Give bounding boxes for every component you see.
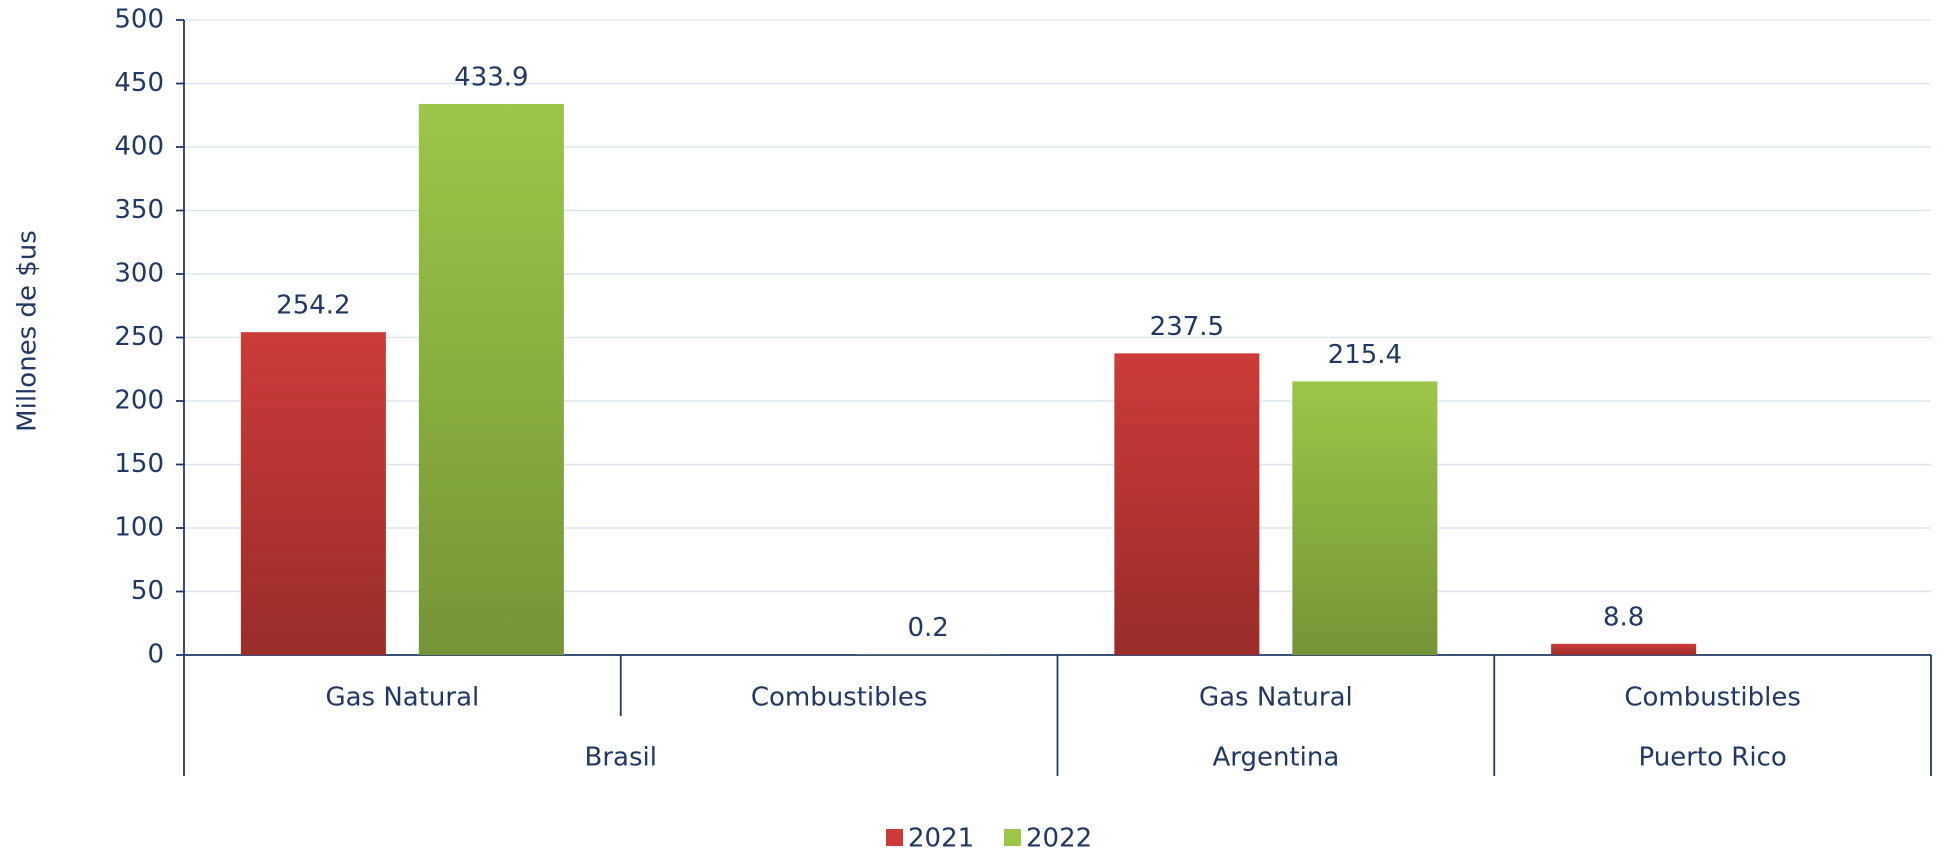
y-tick-label: 450 [114,68,164,98]
data-label: 8.8 [1603,602,1644,632]
legend-label: 2022 [1026,824,1092,854]
data-label: 215.4 [1328,340,1402,370]
legend-swatch [1004,829,1021,846]
x-tick-label: Combustibles [1624,683,1801,713]
x-tick-label: Gas Natural [325,683,479,713]
legend: 2021 2022 [886,824,1092,854]
y-tick-label: 350 [114,195,164,225]
bar-shade [1292,381,1438,655]
data-label: 237.5 [1150,312,1224,342]
y-tick-label: 200 [114,386,164,416]
group-label: Brasil [585,743,657,773]
x-tick-label: Gas Natural [1199,683,1353,713]
y-tick-label: 150 [114,449,164,479]
bar-shade [240,332,386,655]
bar-shade [1551,643,1697,655]
data-label: 0.2 [907,613,948,643]
x-tick-label: Combustibles [751,683,928,713]
bar-shade [1114,353,1260,655]
y-tick-label: 100 [114,513,164,543]
y-tick-label: 400 [114,132,164,162]
y-tick-label: 0 [147,640,164,670]
y-tick-label: 500 [114,5,164,35]
y-tick-label: 300 [114,259,164,289]
legend-swatch [886,829,903,846]
group-label: Puerto Rico [1639,743,1787,773]
group-label: Argentina [1212,743,1339,773]
legend-label: 2021 [908,824,974,854]
data-label: 254.2 [276,291,350,321]
bar-shade [418,103,564,655]
y-tick-label: 250 [114,322,164,352]
y-axis-label: Millones de $us [13,230,43,432]
data-label: 433.9 [454,62,528,92]
y-tick-label: 50 [131,576,164,606]
